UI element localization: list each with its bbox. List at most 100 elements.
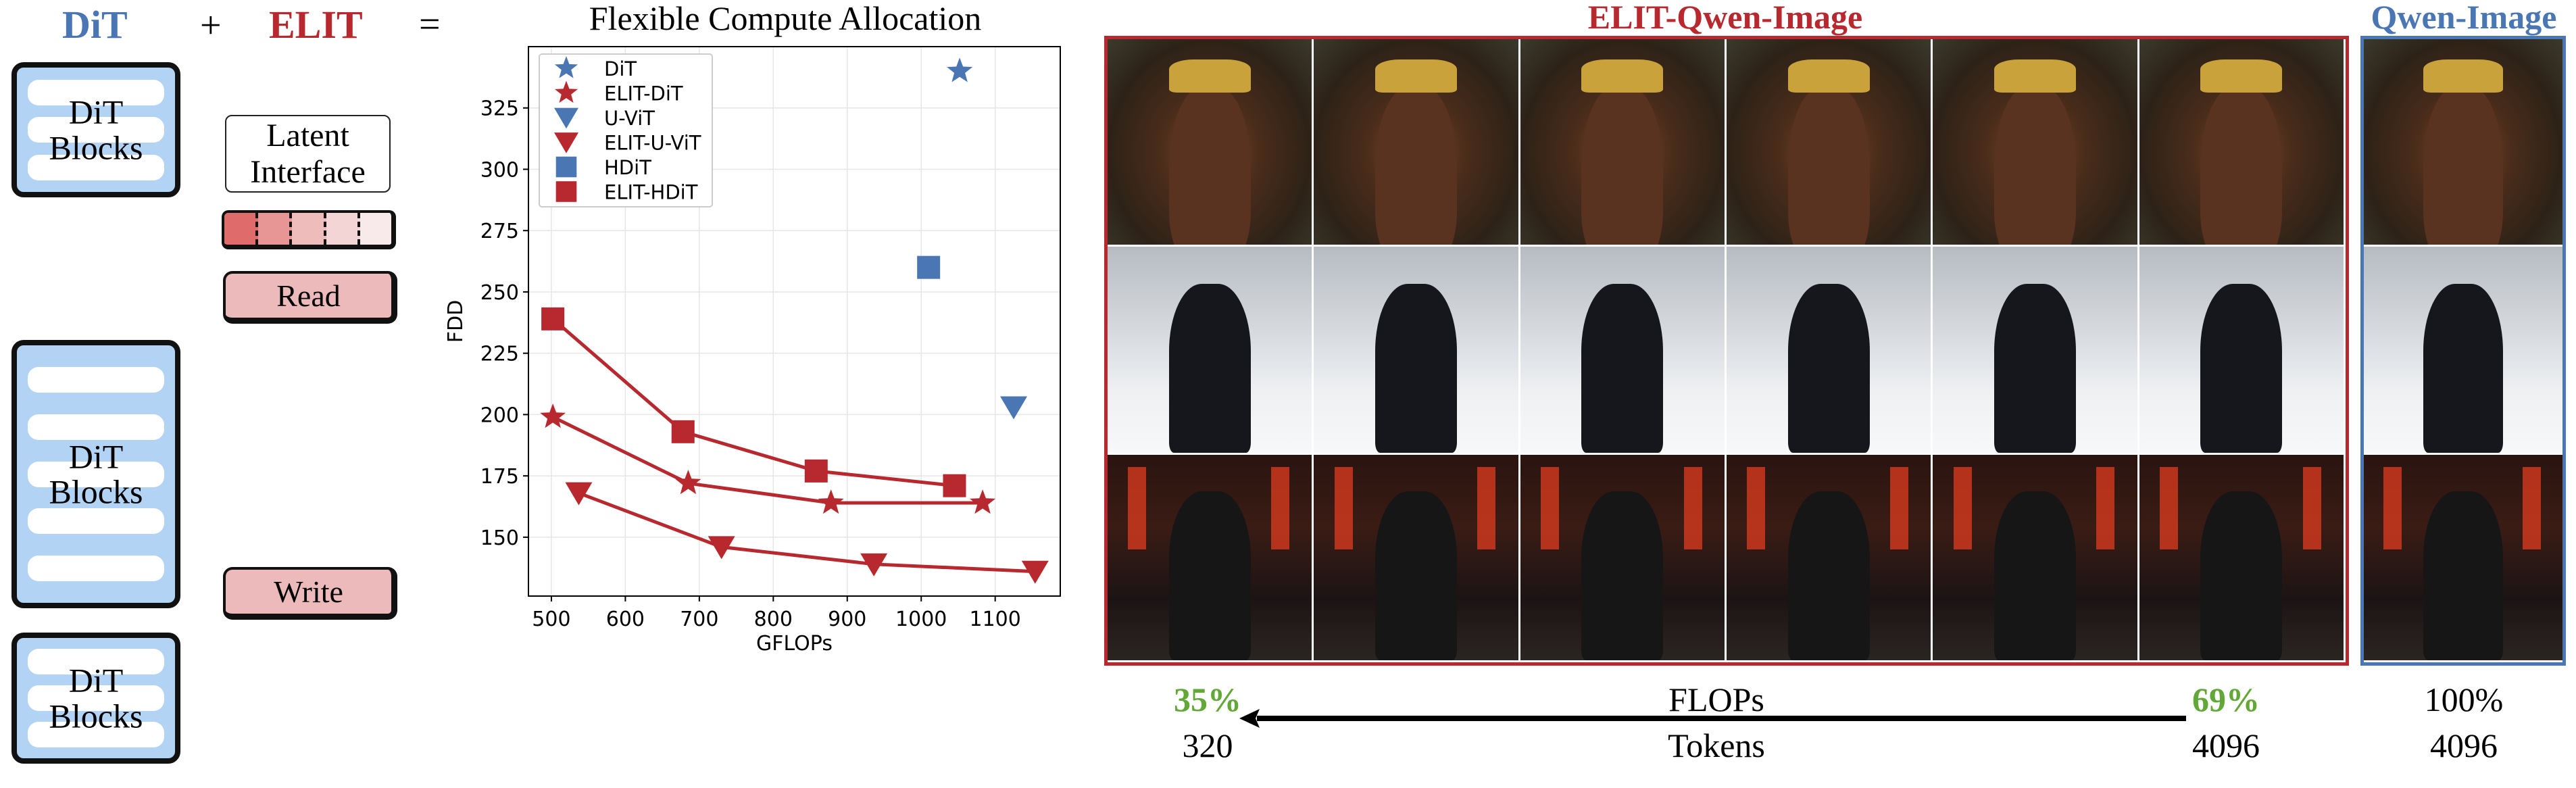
elit-high-flops: 69% [2192,681,2260,718]
image-subject [1787,491,1870,660]
headband [1581,59,1664,93]
block-layer [28,79,164,105]
dit-blocks-label: DiT Blocks [17,439,175,510]
elit-qwen-title: ELIT-Qwen-Image [1587,0,1863,36]
elit-image-arctic-ocean-officer [1314,247,1520,455]
elit-u-vit-point [565,482,593,506]
latent-token-segment [224,213,259,245]
elit-low-flops: 35% [1174,681,1241,718]
neon-sign [1683,466,1702,549]
x-tick-label: 1100 [969,608,1020,631]
neon-sign [1334,466,1353,549]
neon-sign [1477,466,1496,549]
latent-token-segment [360,213,391,245]
x-tick-label: 1000 [895,608,947,631]
elit-image-arctic-ocean-officer [1108,247,1314,455]
plot-frame [528,46,1061,597]
label-line: Blocks [49,697,143,735]
elit-image-portrait [1933,39,2139,247]
neon-sign [2302,466,2321,549]
legend-marker-hdit [555,156,577,178]
elit-image-portrait [1108,39,1314,247]
y-tick-label: 325 [480,97,519,121]
image-subject [1375,84,1457,245]
y-tick-label: 225 [480,343,519,366]
elit-image-night-street [1727,454,1933,662]
elit-title: ELIT [269,3,363,47]
elit-image-grid [1104,36,2349,666]
elit-hdit-point [804,459,828,483]
legend-marker-elit-u-vit [554,132,578,153]
block-layer [28,154,164,180]
latent-interface-label: Interface [250,154,366,190]
elit-low-tokens: 320 [1182,727,1233,764]
elit-dit-point [675,470,701,495]
block-layer [28,461,164,487]
image-subject [1994,84,2076,245]
elit-dit-point [540,403,566,428]
neon-sign [1953,466,1972,549]
elit-dit-line [552,415,983,505]
headband [2200,59,2283,93]
tokens-label: Tokens [1668,727,1765,764]
block-layer [28,117,164,143]
neon-sign [1270,466,1290,549]
legend-marker-u-vit [554,107,578,129]
y-tick-label: 150 [480,526,519,550]
qwen-image-column [2360,36,2566,666]
x-tick-label: 700 [680,608,718,631]
image-subject [1994,491,2076,660]
latent-token-bar [222,210,396,249]
left-arrow-icon [1239,709,2186,728]
latent-interface-box: Latent Interface [225,115,391,193]
neon-sign [1747,466,1766,549]
image-subject [1994,284,2076,453]
image-subject [2200,84,2283,245]
elit-u-vit-point [1021,560,1049,584]
legend-label: HDiT [604,156,651,179]
elit-u-vit-point [860,553,888,576]
qwen-image-night-street [2364,454,2562,662]
block-layer [28,685,164,711]
qwen-image-portrait [2364,39,2562,247]
qwen-flops: 100% [2424,681,2504,718]
image-subject [1168,491,1251,660]
dit-blocks-1: DiT Blocks [11,62,180,197]
image-subject [1787,284,1870,453]
image-subject [2423,491,2503,660]
elit-image-arctic-ocean-officer [1933,247,2139,455]
latent-interface-label: Latent [266,118,349,153]
plus-sign: + [200,5,222,47]
label-line: Blocks [49,128,143,166]
elit-image-night-street [1520,454,1727,662]
dit-point [947,57,973,82]
legend-label: ELIT-U-ViT [604,132,701,155]
legend-marker-elit-dit [554,80,578,103]
elit-image-portrait [1727,39,1933,247]
neon-sign [2159,466,2179,549]
legend-frame [539,53,713,207]
neon-sign [2383,466,2402,549]
label-line: Blocks [49,472,143,511]
elit-hdit-point [541,307,565,330]
x-tick-label: 800 [754,608,793,631]
neon-sign [1889,466,1909,549]
image-subject [1581,284,1664,453]
y-axis-label: FDD [444,300,468,343]
elit-hdit-line [551,317,955,488]
elit-image-night-street [1314,454,1520,662]
image-subject [2423,84,2503,245]
image-subject [1787,84,1870,245]
read-block: Read [223,271,397,324]
x-axis-label: GFLOPs [756,632,833,656]
neon-sign [1128,466,1147,549]
headband [1168,59,1251,93]
x-tick-label: 600 [606,608,645,631]
headband [1787,59,1870,93]
elit-image-portrait [2139,39,2346,247]
flops-label: FLOPs [1668,681,1764,718]
latent-token-segment [258,213,293,245]
dit-blocks-label: DiT Blocks [17,662,175,735]
elit-image-night-street [1933,454,2139,662]
x-tick-label: 900 [828,608,866,631]
